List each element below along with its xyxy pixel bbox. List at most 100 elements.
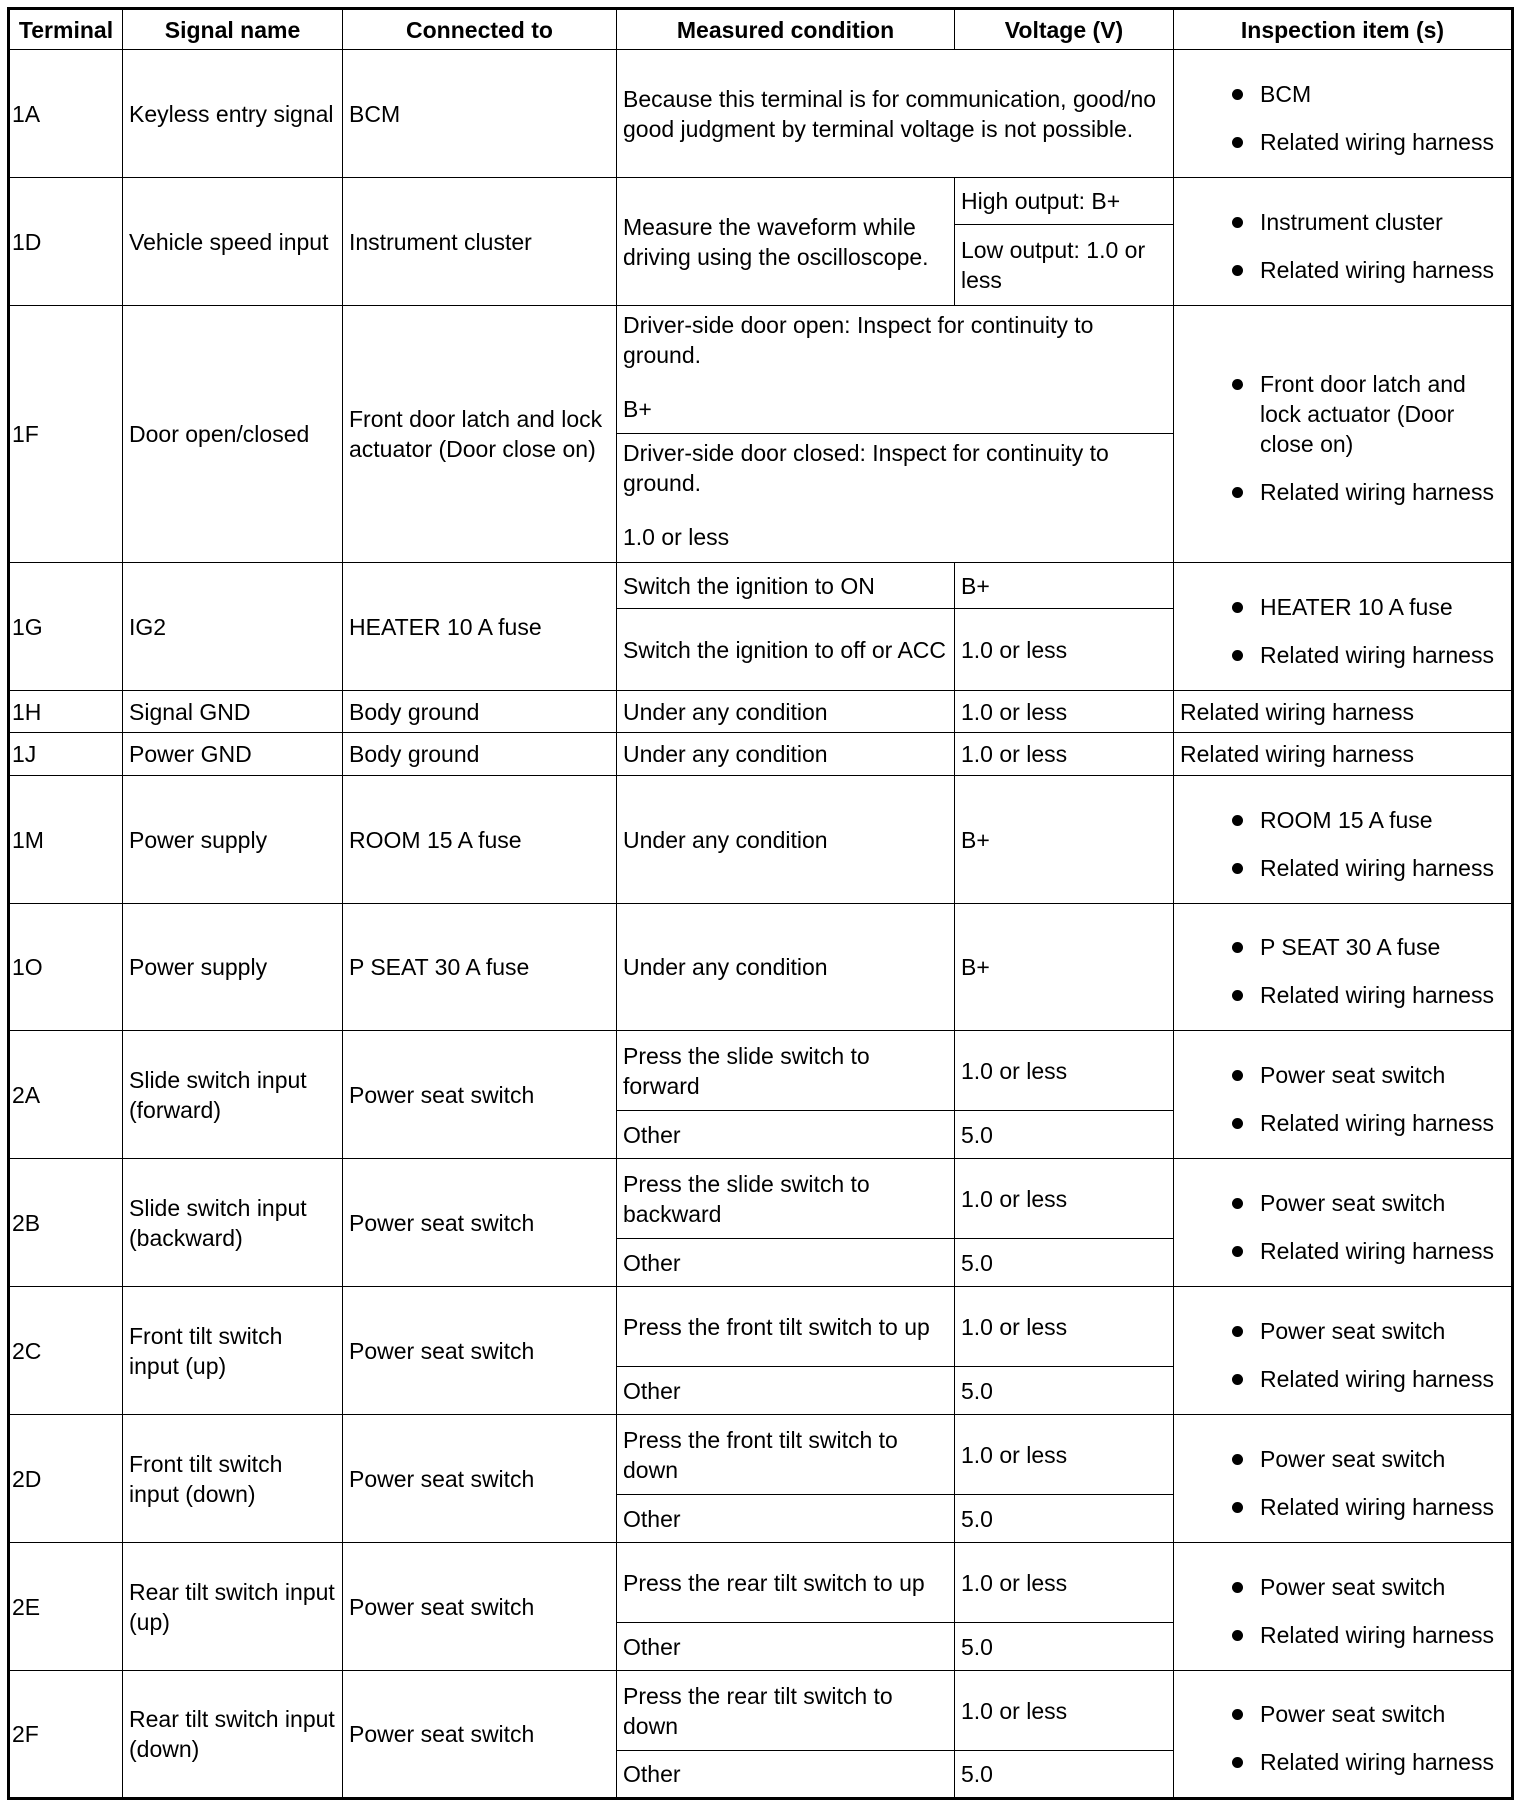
inspection-items-cell: Power seat switch Related wiring harness — [1173, 1030, 1513, 1159]
terminal-cell: 2C — [8, 1286, 123, 1415]
terminal-cell: 2F — [8, 1670, 123, 1799]
inspection-item: Related wiring harness — [1180, 127, 1505, 157]
voltage-cell: 1.0 or less — [954, 1542, 1174, 1623]
measured-condition-cell: Other — [616, 1366, 955, 1415]
measured-condition-cell: Driver-side door closed: Inspect for con… — [616, 433, 1174, 563]
inspection-items-cell: Related wiring harness — [1173, 690, 1513, 733]
terminal-cell: 2D — [8, 1414, 123, 1543]
inspection-item: Power seat switch — [1180, 1188, 1505, 1218]
table-subrow: Low output: 1.0 or less — [9, 224, 1513, 306]
terminal-inspection-table: Terminal Signal name Connected to Measur… — [7, 7, 1514, 1800]
voltage-cell: 1.0 or less — [954, 1158, 1174, 1239]
inspection-item: Power seat switch — [1180, 1060, 1505, 1090]
measured-condition-cell: Under any condition — [616, 732, 955, 776]
table-row: 2A Slide switch input (forward) Power seat… — [8, 1030, 1513, 1159]
connected-to-cell: HEATER 10 A fuse — [342, 562, 617, 691]
inspection-items-cell: Power seat switch Related wiring harness — [1173, 1670, 1513, 1799]
inspection-list: ROOM 15 A fuse Related wiring harness — [1180, 805, 1505, 883]
connected-to-cell: BCM — [342, 49, 617, 178]
inspection-item: Power seat switch — [1180, 1316, 1505, 1346]
terminal-cell: 1J — [8, 732, 123, 776]
voltage-cell: 5.0 — [954, 1366, 1174, 1415]
header-inspection-items: Inspection item (s) — [1173, 8, 1513, 50]
header-voltage: Voltage (V) — [954, 8, 1174, 50]
signal-name-cell: Signal GND — [122, 690, 343, 733]
measured-condition-cell: Press the front tilt switch to down — [616, 1414, 955, 1495]
signal-name-cell: Rear tilt switch input (down) — [122, 1670, 343, 1799]
connected-to-cell: Power seat switch — [342, 1414, 617, 1543]
table-row: 2F Rear tilt switch input (down) Power sea… — [8, 1670, 1513, 1799]
measured-condition-cell: Press the rear tilt switch to down — [616, 1670, 955, 1751]
voltage-value: 1.0 or less — [623, 524, 730, 550]
signal-name-cell: Power GND — [122, 732, 343, 776]
inspection-list: BCM Related wiring harness — [1180, 79, 1505, 157]
signal-name-cell: Vehicle speed input — [122, 177, 343, 306]
table-row: 2D Front tilt switch input (down) Power se… — [8, 1414, 1513, 1543]
signal-name-cell: Front tilt switch input (up) — [122, 1286, 343, 1415]
header-terminal: Terminal — [8, 8, 123, 50]
connected-to-cell: Power seat switch — [342, 1286, 617, 1415]
measured-condition-cell: Switch the ignition to ON — [616, 562, 955, 609]
inspection-item: Related wiring harness — [1180, 980, 1505, 1010]
table-row: 2C Front tilt switch input (up) Power seat… — [8, 1286, 1513, 1415]
terminal-cell: 1H — [8, 690, 123, 733]
voltage-cell: 5.0 — [954, 1622, 1174, 1671]
connected-to-cell: ROOM 15 A fuse — [342, 775, 617, 904]
header-row: Terminal Signal name Connected to Measur… — [8, 8, 1513, 50]
measured-condition-cell: Under any condition — [616, 690, 955, 733]
voltage-cell: 1.0 or less — [954, 608, 1174, 691]
measured-condition-cell: Press the front tilt switch to up — [616, 1286, 955, 1367]
voltage-cell: B+ — [954, 562, 1174, 609]
inspection-list: P SEAT 30 A fuse Related wiring harness — [1180, 932, 1505, 1010]
header-signal-name: Signal name — [122, 8, 343, 50]
connected-to-cell: Body ground — [342, 732, 617, 776]
inspection-item: Related wiring harness — [1180, 1236, 1505, 1266]
voltage-cell: 5.0 — [954, 1110, 1174, 1159]
terminal-cell: 1A — [8, 49, 123, 178]
voltage-cell: 5.0 — [954, 1494, 1174, 1543]
table-row: 1F Door open/closed Front door latch and l… — [8, 305, 1513, 563]
inspection-list: Power seat switch Related wiring harness — [1180, 1572, 1505, 1650]
inspection-item: Power seat switch — [1180, 1444, 1505, 1474]
table-subrow: Other 5.0 — [9, 1750, 1513, 1799]
terminal-cell: 1O — [8, 903, 123, 1031]
voltage-cell: 5.0 — [954, 1238, 1174, 1287]
inspection-item: Related wiring harness — [1180, 1492, 1505, 1522]
inspection-item: Power seat switch — [1180, 1699, 1505, 1729]
inspection-items-cell: Instrument cluster Related wiring harness — [1173, 177, 1513, 306]
header-measured-condition: Measured condition — [616, 8, 955, 50]
measured-condition-cell: Other — [616, 1238, 955, 1287]
measured-condition-cell: Driver-side door open: Inspect for conti… — [616, 305, 1174, 434]
table-subrow: Other 5.0 — [9, 1366, 1513, 1415]
signal-name-cell: Slide switch input (backward) — [122, 1158, 343, 1287]
inspection-items-cell: Power seat switch Related wiring harness — [1173, 1158, 1513, 1287]
table-row: 1M Power supply ROOM 15 A fuse Under any co… — [8, 775, 1513, 904]
inspection-item: P SEAT 30 A fuse — [1180, 932, 1505, 962]
inspection-item: Related wiring harness — [1180, 1620, 1505, 1650]
voltage-cell: High output: B+ — [954, 177, 1174, 225]
condition-text: Driver-side door open: Inspect for conti… — [623, 312, 1094, 368]
signal-name-cell: Rear tilt switch input (up) — [122, 1542, 343, 1671]
connected-to-cell: Power seat switch — [342, 1158, 617, 1287]
measured-condition-cell: Other — [616, 1750, 955, 1799]
signal-name-cell: Power supply — [122, 775, 343, 904]
measured-condition-cell: Other — [616, 1110, 955, 1159]
measured-condition-cell: Press the slide switch to backward — [616, 1158, 955, 1239]
inspection-item: HEATER 10 A fuse — [1180, 592, 1505, 622]
inspection-item: Front door latch and lock actuator (Door… — [1180, 369, 1505, 459]
signal-name-cell: Slide switch input (forward) — [122, 1030, 343, 1159]
inspection-items-cell: ROOM 15 A fuse Related wiring harness — [1173, 775, 1513, 904]
connected-to-cell: Instrument cluster — [342, 177, 617, 306]
inspection-items-cell: Power seat switch Related wiring harness — [1173, 1286, 1513, 1415]
signal-name-cell: Door open/closed — [122, 305, 343, 563]
inspection-items-cell: P SEAT 30 A fuse Related wiring harness — [1173, 903, 1513, 1031]
connected-to-cell: P SEAT 30 A fuse — [342, 903, 617, 1031]
voltage-cell: 5.0 — [954, 1750, 1174, 1799]
measured-condition-cell: Other — [616, 1494, 955, 1543]
table-row: 1A Keyless entry signal BCM Because this te… — [8, 49, 1513, 178]
terminal-cell: 1G — [8, 562, 123, 691]
measured-condition-cell: Under any condition — [616, 903, 955, 1031]
inspection-item: Related wiring harness — [1180, 640, 1505, 670]
inspection-item: Related wiring harness — [1180, 477, 1505, 507]
inspection-list: Power seat switch Related wiring harness — [1180, 1060, 1505, 1138]
